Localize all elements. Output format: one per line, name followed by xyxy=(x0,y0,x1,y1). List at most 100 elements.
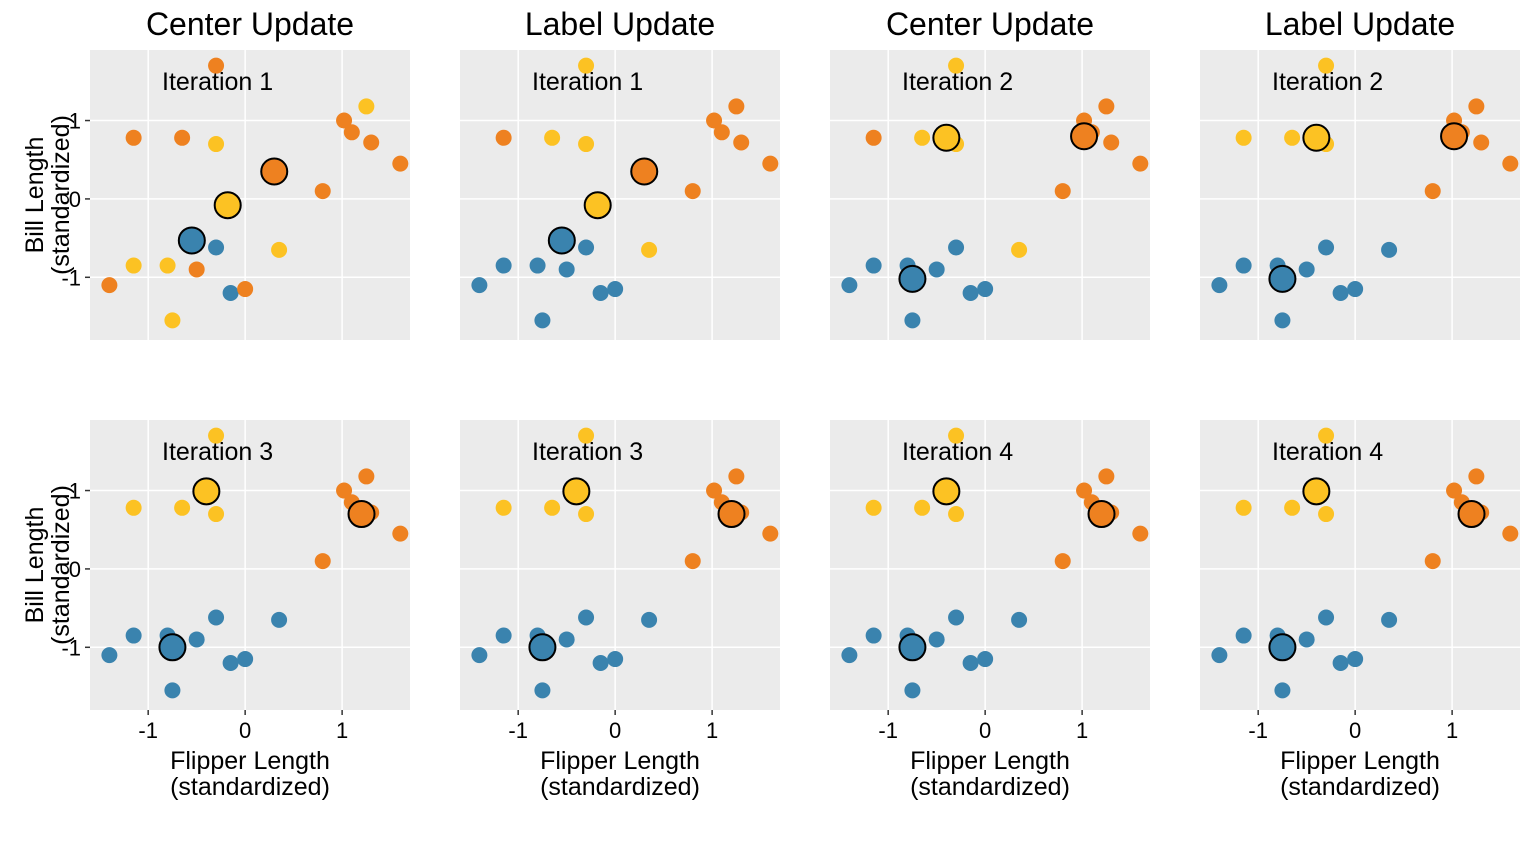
data-point xyxy=(534,682,550,698)
data-point xyxy=(544,130,560,146)
data-point xyxy=(101,647,117,663)
data-point xyxy=(641,242,657,258)
data-point xyxy=(578,240,594,256)
data-point xyxy=(271,242,287,258)
data-point xyxy=(1132,156,1148,172)
x-axis-title: Flipper Length(standardized) xyxy=(830,748,1150,801)
data-point xyxy=(358,468,374,484)
iteration-label: Iteration 1 xyxy=(532,68,643,96)
svg-text:1: 1 xyxy=(1076,718,1088,743)
x-axis-title: Flipper Length(standardized) xyxy=(460,748,780,801)
centroid-marker xyxy=(1441,123,1467,149)
centroid-marker xyxy=(549,227,575,253)
data-point xyxy=(1468,98,1484,114)
centroid-marker xyxy=(899,266,925,292)
data-point xyxy=(1011,242,1027,258)
data-point xyxy=(1103,134,1119,150)
svg-text:0: 0 xyxy=(979,718,991,743)
data-point xyxy=(237,281,253,297)
centroid-marker xyxy=(631,158,657,184)
data-point xyxy=(101,277,117,293)
data-point xyxy=(866,628,882,644)
x-axis-ticks: -101 xyxy=(878,710,1088,743)
centroid-marker xyxy=(1071,123,1097,149)
iteration-label: Iteration 3 xyxy=(162,438,273,466)
data-point xyxy=(1425,553,1441,569)
facet-panel: Iteration 2 xyxy=(1200,50,1522,380)
facet-panel: Iteration 1 xyxy=(460,50,782,380)
data-point xyxy=(544,500,560,516)
data-point xyxy=(728,468,744,484)
facet-panel: Iteration 3-101-101 xyxy=(40,420,412,750)
data-point xyxy=(1347,281,1363,297)
x-axis-title: Flipper Length(standardized) xyxy=(1200,748,1520,801)
centroid-marker xyxy=(179,227,205,253)
data-point xyxy=(1333,285,1349,301)
iteration-label: Iteration 2 xyxy=(902,68,1013,96)
data-point xyxy=(471,277,487,293)
data-point xyxy=(1333,655,1349,671)
data-point xyxy=(126,500,142,516)
data-point xyxy=(496,500,512,516)
iteration-label: Iteration 4 xyxy=(902,438,1013,466)
centroid-marker xyxy=(1303,478,1329,504)
data-point xyxy=(530,258,546,274)
facet-panel: Iteration 4-101 xyxy=(1200,420,1522,750)
centroid-marker xyxy=(933,125,959,151)
data-point xyxy=(948,506,964,522)
data-point xyxy=(1425,183,1441,199)
data-point xyxy=(496,628,512,644)
column-header: Center Update xyxy=(90,6,410,46)
centroid-marker xyxy=(261,158,287,184)
svg-text:0: 0 xyxy=(1349,718,1361,743)
iteration-label: Iteration 1 xyxy=(162,68,273,96)
centroid-marker xyxy=(215,192,241,218)
data-point xyxy=(948,240,964,256)
data-point xyxy=(1284,500,1300,516)
data-point xyxy=(929,631,945,647)
data-point xyxy=(1381,242,1397,258)
data-point xyxy=(578,610,594,626)
centroid-marker xyxy=(719,501,745,527)
facet-panel: Iteration 2 xyxy=(830,50,1152,380)
centroid-marker xyxy=(349,501,375,527)
data-point xyxy=(164,312,180,328)
centroid-marker xyxy=(1269,634,1295,660)
data-point xyxy=(1299,631,1315,647)
data-point xyxy=(1211,277,1227,293)
data-point xyxy=(189,631,205,647)
data-point xyxy=(866,500,882,516)
facet-panel: Iteration 4-101 xyxy=(830,420,1152,750)
svg-text:1: 1 xyxy=(336,718,348,743)
data-point xyxy=(641,612,657,628)
data-point xyxy=(1318,610,1334,626)
data-point xyxy=(559,631,575,647)
data-point xyxy=(1318,506,1334,522)
iteration-label: Iteration 4 xyxy=(1272,438,1383,466)
x-axis-ticks: -101 xyxy=(138,710,348,743)
data-point xyxy=(733,134,749,150)
data-point xyxy=(1381,612,1397,628)
data-point xyxy=(841,647,857,663)
data-point xyxy=(1502,526,1518,542)
data-point xyxy=(223,285,239,301)
centroid-marker xyxy=(159,634,185,660)
data-point xyxy=(1236,130,1252,146)
data-point xyxy=(1284,130,1300,146)
data-point xyxy=(271,612,287,628)
svg-text:0: 0 xyxy=(239,718,251,743)
data-point xyxy=(392,526,408,542)
data-point xyxy=(607,651,623,667)
data-point xyxy=(559,261,575,277)
centroid-marker xyxy=(899,634,925,660)
data-point xyxy=(977,651,993,667)
data-point xyxy=(685,553,701,569)
data-point xyxy=(392,156,408,172)
data-point xyxy=(223,655,239,671)
data-point xyxy=(208,240,224,256)
data-point xyxy=(208,610,224,626)
data-point xyxy=(534,312,550,328)
data-point xyxy=(762,156,778,172)
data-point xyxy=(929,261,945,277)
data-point xyxy=(315,183,331,199)
